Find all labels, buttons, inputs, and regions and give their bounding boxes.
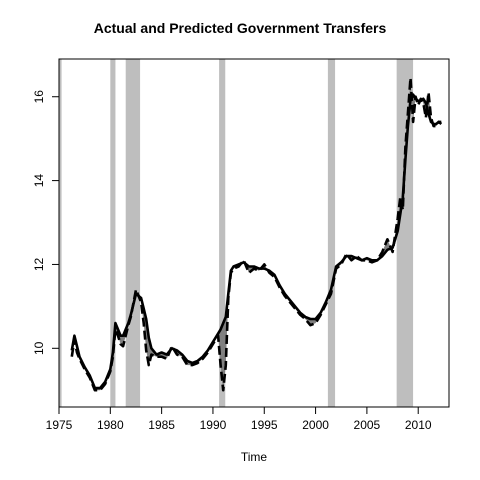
y-tick-label: 14	[32, 174, 46, 188]
recession-band	[328, 59, 335, 407]
recession-band	[126, 59, 140, 407]
x-tick-label: 1980	[97, 418, 124, 432]
y-tick-label: 16	[32, 90, 46, 104]
x-tick-label: 1990	[200, 418, 227, 432]
x-tick-label: 1975	[46, 418, 73, 432]
y-tick-label: 12	[32, 257, 46, 271]
plot-frame	[59, 59, 449, 407]
y-tick-label: 10	[32, 341, 46, 355]
x-tick-label: 2010	[405, 418, 432, 432]
x-tick-label: 2005	[354, 418, 381, 432]
x-tick-label: 2000	[302, 418, 329, 432]
x-tick-label: 1985	[148, 418, 175, 432]
x-tick-label: 1995	[251, 418, 278, 432]
